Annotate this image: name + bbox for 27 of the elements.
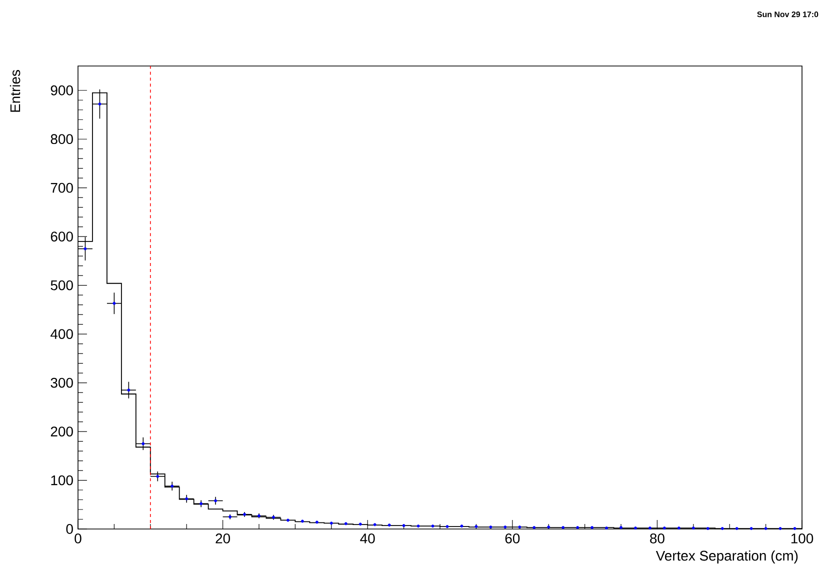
point [84,247,87,250]
x-axis-title: Vertex Separation (cm) [656,550,798,564]
y-tick-label: 600 [50,232,73,242]
y-tick-label: 800 [50,134,73,144]
point [214,499,218,502]
y-tick-label: 300 [50,378,73,388]
x-tick-label: 40 [360,534,375,544]
y-tick-label: 200 [50,426,73,436]
point [142,442,145,446]
point [170,484,174,488]
y-axis-title: Entries [10,70,20,112]
point [98,102,102,106]
x-tick-label: 20 [216,534,230,544]
point [156,474,160,478]
y-tick-label: 400 [50,329,73,339]
x-tick-label: 80 [650,534,664,544]
y-tick-label: 900 [50,85,73,96]
x-tick-label: 100 [791,534,814,544]
y-tick-label: 700 [50,182,73,193]
x-tick-label: 60 [505,534,520,544]
point [127,388,130,392]
y-tick-label: 0 [66,524,73,534]
point [112,302,116,305]
point [185,497,188,500]
y-tick-label: 500 [50,280,73,290]
y-tick-label: 100 [51,475,73,486]
x-tick-label: 0 [74,534,82,544]
